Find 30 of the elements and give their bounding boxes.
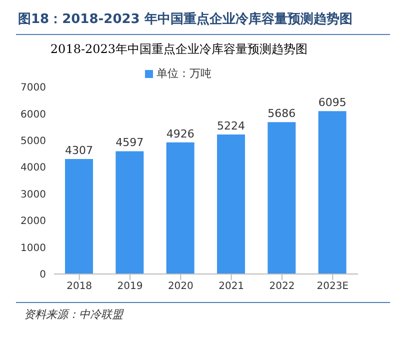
x-tick-label: 2018: [66, 281, 92, 292]
y-tick-label: 6000: [20, 109, 46, 120]
data-label: 4597: [116, 136, 144, 150]
bar: [65, 158, 93, 274]
y-tick-label: 0: [40, 270, 46, 281]
legend-label: 单位：万吨: [156, 67, 212, 80]
data-label: 5224: [217, 119, 245, 132]
x-tick-label: 2019: [117, 281, 143, 292]
y-tick-label: 1000: [20, 242, 46, 254]
data-label: 4926: [166, 127, 194, 140]
x-tick-label: 2020: [168, 281, 194, 292]
chart-subtitle: 2018-2023年中国重点企业冷库容量预测趋势图: [49, 41, 309, 58]
data-label: 6095: [318, 96, 346, 110]
chart-title: 图18：2018-2023 年中国重点企业冷库容量预测趋势图: [17, 10, 354, 29]
x-tick-label: 2022: [269, 281, 295, 292]
text: 资料来源：中冷联盟: [23, 307, 125, 322]
bar: [318, 111, 346, 274]
y-tick-label: 7000: [20, 82, 46, 94]
data-label: 4307: [65, 144, 93, 157]
bar: [116, 151, 144, 274]
y-tick-label: 2000: [20, 216, 46, 228]
bar: [217, 134, 245, 274]
data-label: 5686: [268, 107, 296, 120]
y-tick-label: 3000: [20, 189, 46, 200]
x-tick-label: 2021: [218, 281, 244, 292]
y-tick-label: 4000: [20, 162, 46, 174]
bar: [166, 142, 194, 274]
y-tick-label: 5000: [20, 136, 46, 147]
x-tick-label: 2023E: [316, 281, 349, 292]
bar: [268, 122, 296, 274]
